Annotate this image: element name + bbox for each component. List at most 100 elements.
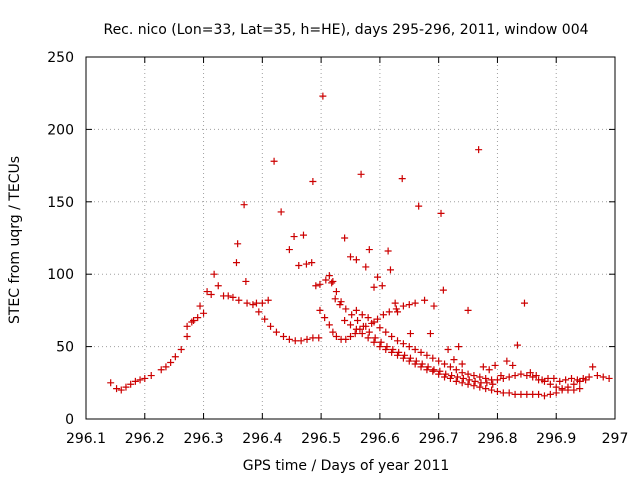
data-point: [437, 209, 445, 217]
data-point: [354, 317, 362, 325]
data-point: [325, 321, 333, 329]
data-point: [376, 343, 384, 351]
data-point: [365, 246, 373, 254]
data-point: [157, 366, 165, 374]
data-point: [249, 301, 257, 309]
data-point: [558, 385, 566, 393]
data-point: [499, 374, 507, 382]
data-point: [267, 322, 275, 330]
data-point: [550, 374, 558, 382]
data-point: [341, 317, 349, 325]
data-point: [295, 262, 303, 270]
data-point: [322, 276, 330, 284]
data-point: [352, 256, 360, 264]
data-point: [325, 272, 333, 280]
data-point: [337, 298, 345, 306]
data-point: [429, 354, 437, 362]
data-point: [482, 374, 490, 382]
data-point: [435, 370, 443, 378]
data-point: [329, 277, 337, 285]
data-point: [347, 253, 354, 261]
x-tick-labels: 296.1 296.2 296.3 296.4 296.5 296.6 296.7 296.8…: [66, 431, 628, 447]
data-point: [482, 385, 490, 393]
data-point: [552, 383, 560, 391]
data-point: [358, 330, 366, 338]
data-point: [411, 299, 419, 307]
data-point: [394, 337, 402, 345]
data-point: [376, 324, 384, 332]
plot-frame: [85, 56, 616, 420]
data-point: [117, 386, 125, 394]
data-point: [347, 332, 354, 340]
data-point: [488, 386, 496, 394]
data-point: [520, 299, 528, 307]
data-point: [399, 354, 407, 362]
data-point: [308, 259, 316, 267]
data-point: [529, 373, 537, 381]
data-point: [171, 353, 179, 361]
x-tick-label: 296.9: [536, 431, 576, 447]
data-point: [365, 328, 373, 336]
data-point: [196, 302, 204, 310]
data-point: [162, 363, 170, 371]
data-point: [464, 370, 472, 378]
data-point: [188, 318, 196, 326]
data-point: [430, 302, 438, 310]
data-point: [127, 380, 135, 388]
data-point: [491, 361, 499, 369]
data-point: [505, 373, 513, 381]
data-point: [477, 379, 485, 387]
data-point: [277, 208, 285, 216]
data-point: [511, 390, 519, 398]
data-point: [417, 348, 425, 356]
data-point: [546, 390, 554, 398]
data-point: [476, 373, 484, 381]
x-tick-label: 296.4: [242, 431, 282, 447]
data-point: [426, 330, 434, 338]
data-point: [332, 332, 340, 340]
data-point: [316, 280, 324, 288]
data-point: [415, 202, 423, 210]
data-point: [517, 370, 525, 378]
y-tick-labels: 0 50 100 150 200 250: [47, 50, 74, 428]
data-point: [470, 382, 478, 390]
data-point: [593, 372, 601, 380]
data-point: [576, 385, 584, 393]
x-tick-label: 296.7: [419, 431, 459, 447]
data-point: [321, 314, 329, 322]
data-point: [309, 334, 317, 342]
data-point: [352, 306, 360, 314]
data-point: [234, 240, 242, 248]
data-point: [297, 337, 305, 345]
x-tick-label: 296.3: [184, 431, 224, 447]
data-point: [489, 380, 497, 388]
data-point: [421, 296, 429, 304]
data-point: [446, 363, 454, 371]
data-point: [458, 360, 466, 368]
data-point: [377, 338, 385, 346]
data-point: [511, 372, 519, 380]
data-point: [290, 233, 298, 241]
data-point: [200, 309, 208, 317]
data-point: [131, 377, 139, 385]
data-point: [291, 337, 299, 345]
grid-lines: [86, 57, 615, 419]
data-point: [399, 340, 407, 348]
data-point: [568, 374, 576, 382]
data-point: [417, 363, 425, 371]
data-point: [452, 377, 460, 385]
chart-title: Rec. nico (Lon=33, Lat=35, h=HE), days 2…: [103, 22, 588, 38]
data-point: [358, 311, 366, 319]
data-point: [411, 360, 419, 368]
data-point: [177, 345, 185, 353]
data-point: [499, 389, 507, 397]
data-point: [458, 369, 466, 377]
data-point: [435, 357, 443, 365]
data-point: [370, 318, 378, 326]
data-point: [505, 389, 513, 397]
data-point: [479, 363, 487, 371]
data-point: [605, 374, 613, 382]
data-point: [122, 383, 130, 391]
data-point: [261, 315, 269, 323]
